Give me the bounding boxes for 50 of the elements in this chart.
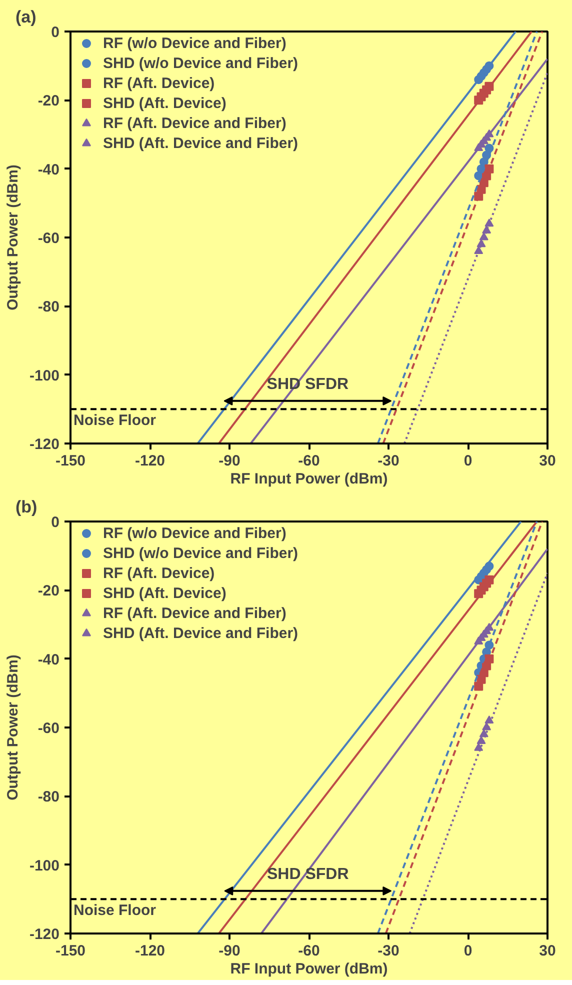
x-tick-label: -90 bbox=[218, 452, 240, 470]
legend-label: SHD (Aft. Device and Fiber) bbox=[103, 624, 298, 642]
x-tick-label: -90 bbox=[218, 942, 240, 960]
x-tick-label: -120 bbox=[134, 452, 166, 470]
legend-label: SHD (w/o Device and Fiber) bbox=[103, 544, 298, 562]
legend-label: SHD (w/o Device and Fiber) bbox=[103, 54, 298, 72]
x-tick-label: -30 bbox=[378, 452, 400, 470]
y-tick-label: -20 bbox=[38, 92, 60, 110]
ref-line-label: Noise Floor bbox=[74, 902, 156, 920]
x-tick-label: 30 bbox=[539, 942, 556, 960]
y-tick-label: -120 bbox=[29, 926, 60, 943]
x-tick-label: -120 bbox=[134, 942, 166, 960]
y-tick-label: 0 bbox=[51, 514, 60, 531]
annotation: SHD SFDR bbox=[267, 866, 350, 883]
y-tick-label: -40 bbox=[38, 651, 60, 668]
y-axis-title: Output Power (dBm) bbox=[4, 654, 22, 800]
x-tick-label: 0 bbox=[464, 942, 472, 960]
x-tick-label: 30 bbox=[539, 452, 556, 470]
legend-label: RF (Aft. Device and Fiber) bbox=[103, 114, 286, 132]
x-tick-label: -30 bbox=[378, 942, 400, 960]
x-tick-label: -60 bbox=[298, 942, 320, 960]
x-tick-label: -150 bbox=[55, 942, 86, 960]
x-axis-title: RF Input Power (dBm) bbox=[230, 960, 388, 978]
y-axis-title: Output Power (dBm) bbox=[4, 164, 22, 310]
y-tick-label: -120 bbox=[29, 436, 60, 453]
y-tick-label: -20 bbox=[38, 582, 60, 600]
y-tick-label: -80 bbox=[38, 298, 60, 316]
legend-label: SHD (Aft. Device) bbox=[103, 94, 226, 112]
x-axis-title: RF Input Power (dBm) bbox=[230, 470, 388, 488]
legend-label: RF (w/o Device and Fiber) bbox=[103, 524, 286, 542]
y-tick-label: -60 bbox=[38, 720, 60, 737]
x-tick-label: 0 bbox=[464, 452, 472, 470]
ref-line-label: Noise Floor bbox=[74, 412, 156, 430]
point bbox=[484, 716, 494, 724]
legend-label: RF (Aft. Device) bbox=[103, 564, 215, 582]
y-tick-label: -100 bbox=[29, 857, 60, 874]
legend-label: SHD (Aft. Device) bbox=[103, 584, 226, 602]
chart-title: (b) bbox=[16, 498, 38, 516]
legend-label: RF (Aft. Device) bbox=[103, 74, 215, 92]
x-tick-label: -60 bbox=[298, 452, 320, 470]
x-tick-label: -150 bbox=[55, 452, 86, 470]
legend-label: RF (Aft. Device and Fiber) bbox=[103, 604, 286, 622]
y-tick-label: 0 bbox=[51, 24, 60, 41]
legend-label: RF (w/o Device and Fiber) bbox=[103, 34, 286, 52]
y-tick-label: -40 bbox=[38, 161, 60, 178]
y-tick-label: -80 bbox=[38, 788, 60, 806]
y-tick-label: -60 bbox=[38, 230, 60, 247]
legend-label: SHD (Aft. Device and Fiber) bbox=[103, 134, 298, 152]
y-tick-label: -100 bbox=[29, 367, 60, 384]
chart-title: (a) bbox=[16, 8, 36, 26]
